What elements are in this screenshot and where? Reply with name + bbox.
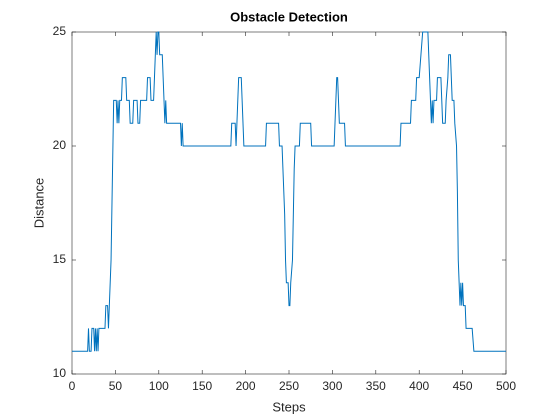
- data-line: [72, 31, 506, 352]
- x-tick-label: 350: [366, 379, 386, 393]
- chart-title: Obstacle Detection: [230, 9, 348, 24]
- x-tick-label: 300: [322, 379, 342, 393]
- plot-area: [71, 31, 507, 375]
- y-tick-label: 15: [53, 252, 67, 266]
- x-tick-label: 200: [236, 379, 256, 393]
- y-tick-label: 20: [53, 138, 67, 152]
- x-tick-label: 400: [409, 379, 429, 393]
- x-tick-label: 450: [453, 379, 473, 393]
- x-tick-label: 0: [69, 379, 76, 393]
- x-tick-label: 250: [279, 379, 299, 393]
- y-tick-label: 10: [53, 366, 67, 380]
- x-tick-label: 500: [496, 379, 516, 393]
- x-axis-label: Steps: [272, 399, 306, 414]
- y-tick-label: 25: [53, 24, 67, 38]
- x-tick-label: 50: [109, 379, 123, 393]
- x-tick-label: 150: [192, 379, 212, 393]
- x-tick-label: 100: [149, 379, 169, 393]
- y-axis-label: Distance: [31, 178, 46, 229]
